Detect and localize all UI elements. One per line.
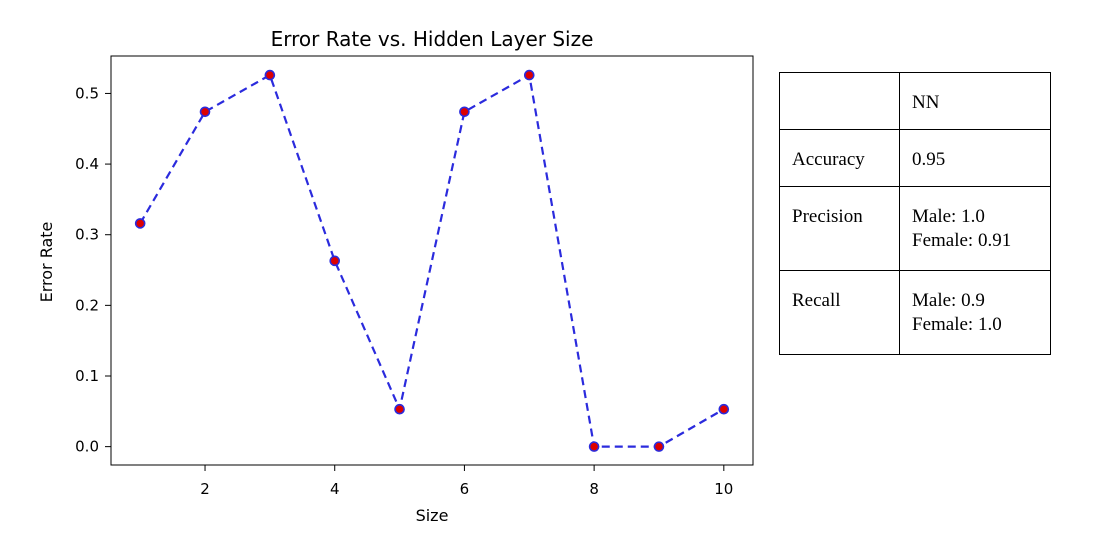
row-value: 0.95 (899, 129, 1051, 187)
plot-frame (110, 55, 754, 466)
value-line: 0.95 (912, 149, 946, 170)
y-tick-label: 0.0 (75, 438, 99, 456)
x-tick-label: 10 (714, 480, 733, 498)
data-point (718, 403, 730, 415)
row-value: Male: 1.0 Female: 0.91 (899, 186, 1051, 271)
data-point (459, 106, 470, 118)
y-axis-label: Error Rate (37, 222, 56, 303)
series-line (139, 73, 725, 448)
row-value: Male: 0.9 Female: 1.0 (899, 270, 1051, 355)
table-row-precision: Precision Male: 1.0 Female: 0.91 (779, 186, 1051, 271)
row-label: Recall (779, 270, 900, 355)
metrics-table: NN Accuracy 0.95 Precision Male: 1.0 Fem… (779, 72, 1051, 355)
data-point (264, 69, 276, 81)
data-point (134, 218, 146, 229)
y-axis: 0.0 0.1 0.2 0.3 0.4 0.5 (75, 84, 111, 456)
value-line: Male: 0.9 (912, 290, 985, 311)
y-tick-label: 0.2 (75, 296, 99, 314)
x-axis: 2 4 6 8 10 (200, 465, 733, 498)
table-header-cell-nn: NN (899, 72, 1051, 130)
table-row-recall: Recall Male: 0.9 Female: 1.0 (779, 270, 1051, 355)
y-tick-label: 0.1 (75, 367, 99, 385)
line-chart: Error Rate vs. Hidden Layer Size 2 4 6 8 10 … (37, 27, 754, 525)
data-point (199, 106, 211, 118)
series-error-rate (134, 69, 730, 452)
value-line: Male: 1.0 (912, 206, 985, 227)
y-tick-label: 0.4 (75, 155, 99, 173)
data-point (588, 441, 600, 452)
row-label: Accuracy (779, 129, 900, 187)
table-header-cell-empty (779, 72, 900, 130)
x-tick-label: 8 (589, 480, 599, 498)
data-point (394, 403, 405, 415)
row-label: Precision (779, 186, 900, 271)
x-axis-label: Size (416, 506, 449, 525)
data-point (329, 255, 341, 267)
table-header-row: NN (779, 72, 1051, 130)
data-point (523, 69, 535, 81)
value-line: Female: 1.0 (912, 314, 1002, 335)
table-row-accuracy: Accuracy 0.95 (779, 129, 1051, 187)
y-tick-label: 0.5 (75, 84, 99, 102)
x-tick-label: 6 (460, 480, 470, 498)
x-tick-label: 4 (330, 480, 340, 498)
x-tick-label: 2 (200, 480, 210, 498)
y-tick-label: 0.3 (75, 226, 99, 244)
data-point (653, 441, 665, 452)
value-line: Female: 0.91 (912, 230, 1012, 251)
chart-title: Error Rate vs. Hidden Layer Size (271, 27, 594, 51)
